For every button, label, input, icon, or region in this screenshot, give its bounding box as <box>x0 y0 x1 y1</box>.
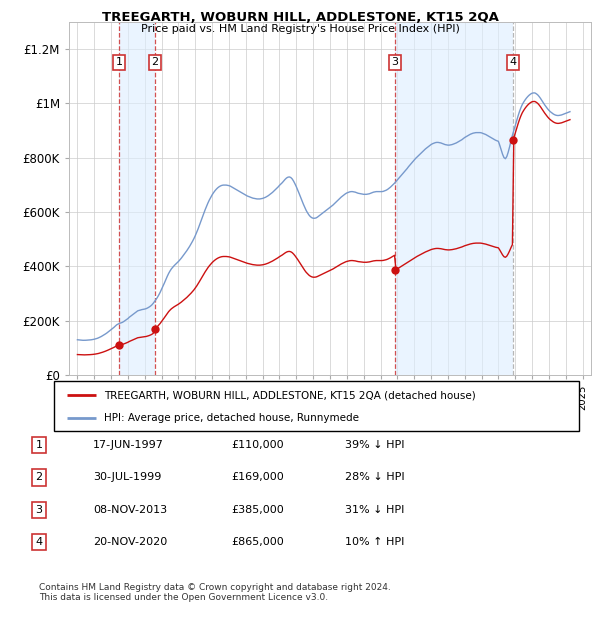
Text: 1: 1 <box>115 57 122 68</box>
Text: £385,000: £385,000 <box>231 505 284 515</box>
Text: 4: 4 <box>35 537 43 547</box>
Text: £169,000: £169,000 <box>231 472 284 482</box>
Text: 20-NOV-2020: 20-NOV-2020 <box>93 537 167 547</box>
Text: 10% ↑ HPI: 10% ↑ HPI <box>345 537 404 547</box>
Text: TREEGARTH, WOBURN HILL, ADDLESTONE, KT15 2QA: TREEGARTH, WOBURN HILL, ADDLESTONE, KT15… <box>101 11 499 24</box>
Text: £865,000: £865,000 <box>231 537 284 547</box>
Text: 31% ↓ HPI: 31% ↓ HPI <box>345 505 404 515</box>
Text: 28% ↓ HPI: 28% ↓ HPI <box>345 472 404 482</box>
Text: 08-NOV-2013: 08-NOV-2013 <box>93 505 167 515</box>
Text: £110,000: £110,000 <box>231 440 284 450</box>
Bar <box>119 22 155 375</box>
Text: TREEGARTH, WOBURN HILL, ADDLESTONE, KT15 2QA (detached house): TREEGARTH, WOBURN HILL, ADDLESTONE, KT15… <box>104 390 476 400</box>
Text: 4: 4 <box>509 57 517 68</box>
Text: 2: 2 <box>151 57 158 68</box>
Text: 1: 1 <box>35 440 43 450</box>
Text: 2: 2 <box>35 472 43 482</box>
Text: Contains HM Land Registry data © Crown copyright and database right 2024.
This d: Contains HM Land Registry data © Crown c… <box>39 583 391 602</box>
Text: 39% ↓ HPI: 39% ↓ HPI <box>345 440 404 450</box>
Text: 17-JUN-1997: 17-JUN-1997 <box>93 440 164 450</box>
Text: 3: 3 <box>35 505 43 515</box>
Text: HPI: Average price, detached house, Runnymede: HPI: Average price, detached house, Runn… <box>104 412 359 422</box>
Text: 3: 3 <box>391 57 398 68</box>
Text: Price paid vs. HM Land Registry's House Price Index (HPI): Price paid vs. HM Land Registry's House … <box>140 24 460 33</box>
Text: 30-JUL-1999: 30-JUL-1999 <box>93 472 161 482</box>
Bar <box>395 22 513 375</box>
